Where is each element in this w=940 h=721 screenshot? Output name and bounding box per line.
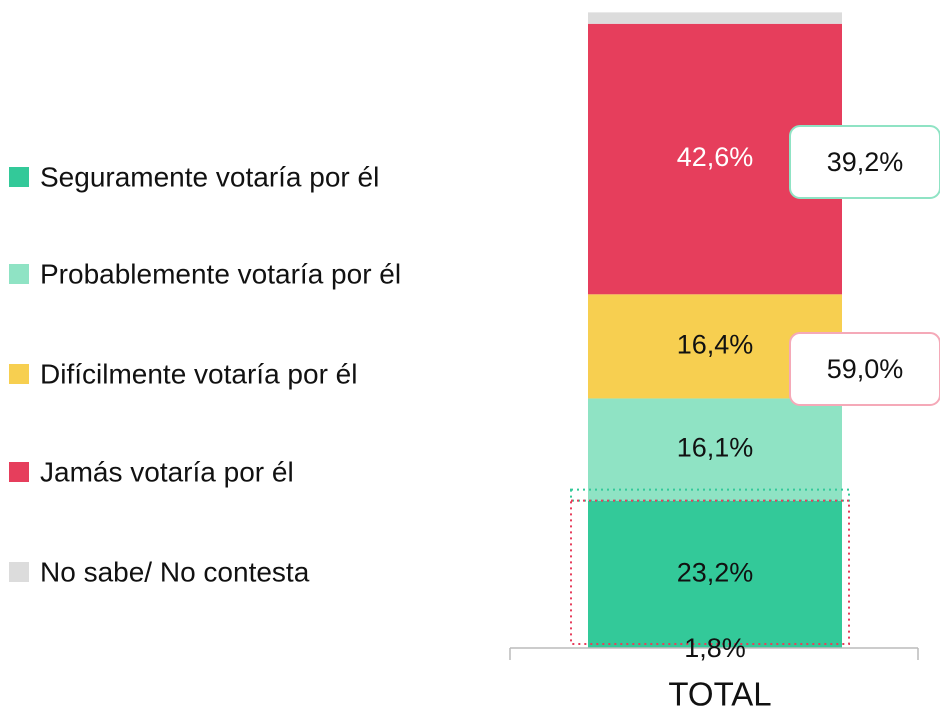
legend-swatch xyxy=(9,167,29,187)
callout-box xyxy=(789,125,940,199)
value-label: 16,4% xyxy=(677,330,754,360)
legend-swatch xyxy=(9,264,29,284)
value-label: 1,8% xyxy=(684,633,746,663)
group-outline xyxy=(570,499,850,645)
x-tick-label: TOTAL xyxy=(668,676,771,713)
callout-box xyxy=(789,332,940,406)
value-label: 23,2% xyxy=(677,557,754,587)
bar-segment xyxy=(588,12,842,24)
legend-label: Jamás votaría por él xyxy=(40,456,294,487)
legend-label: Difícilmente votaría por él xyxy=(40,358,357,389)
legend-label: No sabe/ No contesta xyxy=(40,556,310,587)
callout-label: 59,0% xyxy=(827,354,904,384)
legend-swatch xyxy=(9,562,29,582)
bar-segment xyxy=(588,500,842,648)
legend-label: Probablemente votaría por él xyxy=(40,258,401,289)
legend-swatch xyxy=(9,462,29,482)
callout-label: 39,2% xyxy=(827,147,904,177)
bar-segment xyxy=(588,398,842,501)
value-label: 16,1% xyxy=(677,433,754,463)
legend-swatch xyxy=(9,364,29,384)
legend-label: Seguramente votaría por él xyxy=(40,161,379,192)
value-label: 42,6% xyxy=(677,142,754,172)
